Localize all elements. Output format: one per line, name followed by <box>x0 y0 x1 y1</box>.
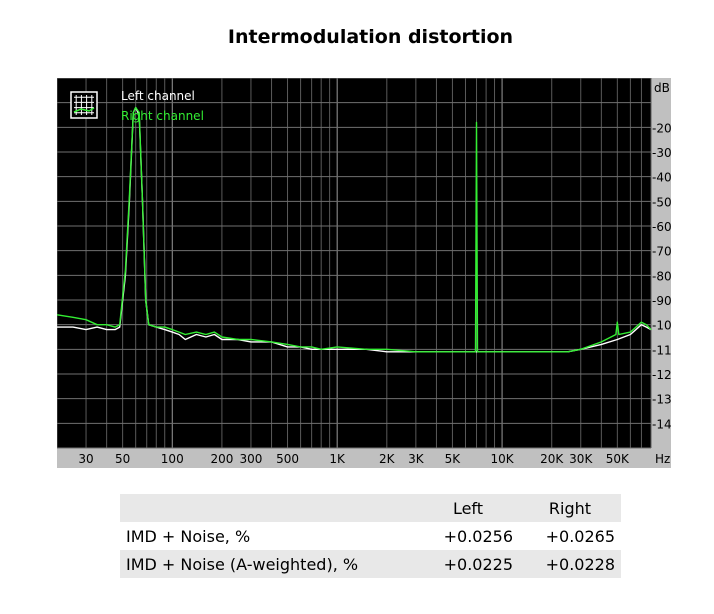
results-row-label: IMD + Noise (A-weighted), % <box>126 554 359 574</box>
results-row-right: +0.0265 <box>545 526 615 546</box>
x-tick-label: 30 <box>78 452 93 466</box>
results-row-right: +0.0228 <box>545 554 615 574</box>
x-tick-label: 20K <box>540 452 564 466</box>
y-tick-label: -40 <box>652 171 671 185</box>
x-tick-label: 30K <box>569 452 593 466</box>
results-header-left: Left <box>452 498 484 518</box>
results-row-label: IMD + Noise, % <box>126 526 251 546</box>
x-tick-label: 1K <box>329 452 346 466</box>
x-tick-label: 3K <box>408 452 425 466</box>
chart-frame: Left channel Right channel dB -20 -30 -40 -50 -… <box>57 78 671 468</box>
x-tick-label: 50K <box>606 452 630 466</box>
legend-label: Right channel <box>121 109 204 123</box>
x-tick-label: 50 <box>115 452 130 466</box>
y-tick-label: -50 <box>652 195 671 209</box>
legend-grid-icon <box>70 91 98 119</box>
y-tick-label: -90 <box>652 294 671 308</box>
x-tick-label: 10K <box>491 452 515 466</box>
y-tick-label: -120 <box>652 368 671 382</box>
imd-chart: Left channel Right channel dB -20 -30 -40 -50 -… <box>57 78 671 466</box>
x-tick-label: 100 <box>161 452 184 466</box>
y-tick-label: -80 <box>652 269 671 283</box>
y-tick-label: -60 <box>652 220 671 234</box>
results-table: Left Right IMD + Noise, % +0.0256 +0.026… <box>120 494 621 578</box>
series-line-right-channel <box>57 106 652 353</box>
legend-grid-icon-trace <box>73 107 95 113</box>
y-tick-label: -100 <box>652 319 671 333</box>
results-row-left: +0.0256 <box>443 526 513 546</box>
results-header-row: Left Right <box>120 494 621 522</box>
y-tick-label: -140 <box>652 417 671 431</box>
y-tick-label: -70 <box>652 245 671 259</box>
results-row: IMD + Noise (A-weighted), % +0.0225 +0.0… <box>120 550 621 578</box>
y-tick-label: -110 <box>652 343 671 357</box>
y-axis-unit: dB <box>654 81 670 95</box>
x-tick-label: 300 <box>239 452 262 466</box>
results-row-left: +0.0225 <box>443 554 513 574</box>
results-row: IMD + Noise, % +0.0256 +0.0265 <box>120 522 621 550</box>
x-tick-label: 2K <box>379 452 396 466</box>
results-header-right: Right <box>548 498 592 518</box>
y-tick-label: -130 <box>652 393 671 407</box>
x-axis-unit: Hz <box>655 452 670 466</box>
x-tick-label: 5K <box>445 452 462 466</box>
y-tick-label: -20 <box>652 121 671 135</box>
plot-background <box>57 78 651 448</box>
x-tick-label: 200 <box>210 452 233 466</box>
legend-label: Left channel <box>121 89 195 103</box>
x-tick-label: 500 <box>276 452 299 466</box>
y-tick-label: -30 <box>652 146 671 160</box>
chart-title: Intermodulation distortion <box>227 26 514 48</box>
results-header-blank <box>120 494 417 522</box>
